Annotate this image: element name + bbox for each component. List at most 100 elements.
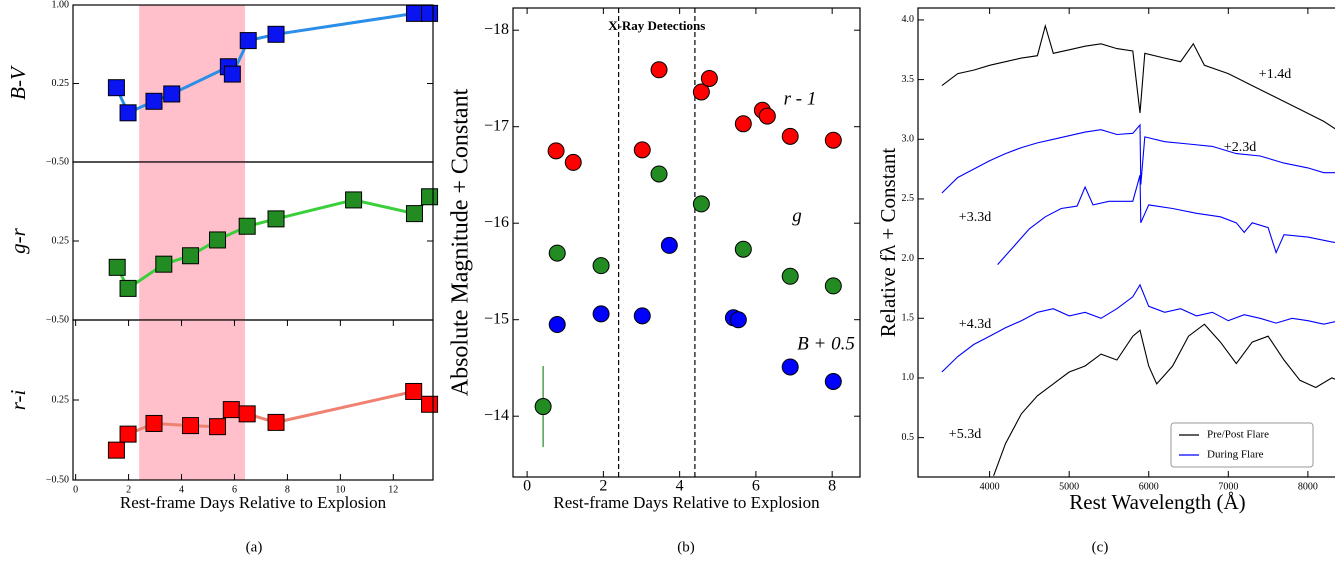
highlight-band	[139, 320, 246, 480]
y-tick-label: −17	[484, 117, 509, 134]
plot-frame	[72, 4, 434, 163]
y-axis-label: g-r	[6, 227, 30, 253]
spectrum	[993, 323, 1335, 476]
marker	[222, 401, 240, 419]
marker	[182, 417, 200, 435]
point	[548, 316, 566, 334]
x-tick-label: 4	[179, 484, 184, 495]
marker	[119, 425, 137, 443]
x-tick-label: 6	[232, 484, 237, 495]
marker	[405, 382, 423, 400]
series-label: +2.3d	[1224, 140, 1256, 155]
x-tick-label: 0	[73, 484, 78, 495]
y-tick-label: 0.5	[902, 432, 915, 443]
color-curve	[115, 389, 431, 451]
point	[548, 244, 566, 262]
x-axis-label: Rest-frame Days Relative to Explosion	[553, 493, 820, 512]
marker	[209, 231, 227, 249]
series-label: g	[792, 205, 802, 226]
point	[564, 153, 582, 171]
x-tick-label: 2	[126, 484, 131, 495]
y-tick-label: 1.00	[52, 0, 70, 10]
x-tick-label: 7000	[1218, 481, 1238, 492]
marker	[238, 405, 256, 423]
x-axis-label: Rest-frame Days Relative to Explosion	[120, 493, 387, 512]
marker	[267, 210, 285, 228]
series-label: +4.3d	[959, 317, 991, 332]
y-tick-label: −16	[484, 214, 509, 231]
series-label: B + 0.5	[797, 333, 855, 354]
point	[650, 61, 668, 79]
point	[660, 236, 678, 254]
y-axis-label: B-V	[6, 65, 30, 100]
point	[633, 141, 651, 159]
marker	[209, 418, 227, 436]
legend-label: Pre/Post Flare	[1207, 429, 1269, 441]
x-tick-label: 2	[599, 478, 607, 495]
marker	[345, 191, 363, 209]
x-tick-label: 8	[285, 484, 290, 495]
point	[692, 195, 710, 213]
point	[758, 107, 776, 125]
y-tick-label: 0.25	[52, 78, 70, 89]
series-label: +5.3d	[949, 427, 981, 442]
point	[781, 127, 799, 145]
spectrum	[941, 23, 1335, 130]
marker	[108, 258, 126, 276]
y-tick-label: 0.25	[52, 235, 70, 246]
marker	[421, 188, 439, 206]
x-tick-label: 10	[335, 484, 345, 495]
plot-frame	[512, 7, 861, 478]
point	[650, 165, 668, 183]
marker	[405, 4, 423, 22]
plot-frame	[72, 319, 434, 481]
y-axis-label: Relative fλ + Constant	[876, 148, 900, 338]
series-label: +3.3d	[959, 210, 991, 225]
point	[824, 372, 842, 390]
caption: (b)	[677, 539, 695, 555]
legend-box	[1170, 422, 1314, 468]
point	[592, 257, 610, 275]
point	[781, 358, 799, 376]
x-tick-label: 8000	[1298, 481, 1318, 492]
x-tick-label: 8	[828, 478, 836, 495]
spectrum	[941, 123, 1335, 194]
marker	[107, 441, 125, 459]
point	[734, 240, 752, 258]
point	[700, 69, 718, 87]
y-tick-label: 3.5	[902, 74, 915, 85]
marker	[238, 217, 256, 235]
series-label: r - 1	[784, 88, 817, 109]
point	[729, 311, 747, 329]
series-label: +1.4d	[1259, 67, 1291, 82]
y-tick-label: −15	[484, 310, 509, 327]
marker	[107, 79, 125, 97]
y-tick-label: −18	[484, 21, 509, 38]
point	[592, 305, 610, 323]
y-axis-label: r-i	[6, 390, 30, 411]
x-tick-label: 6000	[1139, 481, 1159, 492]
color-curve	[115, 195, 431, 291]
point	[534, 398, 552, 416]
marker	[267, 25, 285, 43]
y-tick-label: 4.0	[902, 14, 915, 25]
spectrum	[997, 174, 1335, 265]
y-tick-label: −0.50	[46, 314, 69, 325]
y-tick-label: 1.5	[902, 313, 915, 324]
marker	[421, 4, 439, 22]
spectrum	[941, 283, 1335, 373]
caption: (c)	[1092, 539, 1109, 555]
marker	[421, 395, 439, 413]
y-tick-label: 3.0	[902, 134, 915, 145]
y-tick-label: −0.50	[46, 156, 69, 167]
point	[824, 131, 842, 149]
legend-label: During Flare	[1207, 449, 1264, 461]
marker	[119, 279, 137, 297]
x-tick-label: 0	[523, 478, 531, 495]
caption: (a)	[246, 539, 263, 555]
y-tick-label: 2.5	[902, 193, 915, 204]
marker	[145, 414, 163, 432]
point	[692, 83, 710, 101]
marker	[182, 247, 200, 265]
